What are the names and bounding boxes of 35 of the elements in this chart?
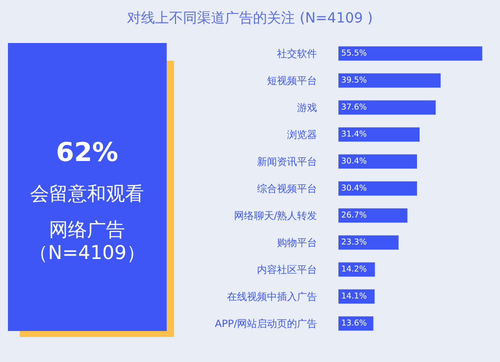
data-label: 23.3% xyxy=(341,238,368,247)
text: 会留意和观看 xyxy=(30,183,144,205)
bar xyxy=(338,208,408,224)
y-tick-label: 网络聊天/熟人转发 xyxy=(234,210,318,222)
data-label: 55.5% xyxy=(341,48,368,58)
text: （N=4109） xyxy=(29,242,146,264)
data-label: 30.4% xyxy=(341,156,368,166)
data-label: 39.5% xyxy=(341,76,368,85)
data-label: 13.6% xyxy=(341,318,368,328)
y-tick-label: 短视频平台 xyxy=(267,75,318,87)
bar xyxy=(338,46,483,62)
y-tick-label: 购物平台 xyxy=(277,237,318,249)
data-label: 31.4% xyxy=(341,130,368,139)
bar xyxy=(338,234,400,250)
bar xyxy=(338,72,442,88)
y-tick-label: 游戏 xyxy=(297,102,318,114)
data-label: 30.4% xyxy=(341,184,368,193)
text: 网络广告 xyxy=(49,219,125,241)
y-tick-label: 在线视频中插入广告 xyxy=(227,291,318,303)
data-label: 14.2% xyxy=(341,264,368,274)
bar xyxy=(338,126,420,142)
bar xyxy=(338,180,418,196)
y-tick-label: 综合视频平台 xyxy=(257,183,318,195)
data-label: 37.6% xyxy=(341,102,368,112)
y-tick-label: 社交软件 xyxy=(277,48,318,60)
y-tick-label: 浏览器 xyxy=(287,129,318,141)
data-label: 14.1% xyxy=(341,292,368,301)
data-label: 26.7% xyxy=(341,210,368,220)
bar xyxy=(338,154,418,170)
text: 62% xyxy=(56,138,118,168)
bar xyxy=(338,100,436,116)
chart-title: 对线上不同渠道广告的关注 (N=4109 ) xyxy=(127,10,373,26)
y-tick-label: 新闻资讯平台 xyxy=(257,156,318,168)
y-tick-label: APP/网站启动页的广告 xyxy=(214,318,318,330)
y-tick-label: 内容社区平台 xyxy=(257,264,318,276)
